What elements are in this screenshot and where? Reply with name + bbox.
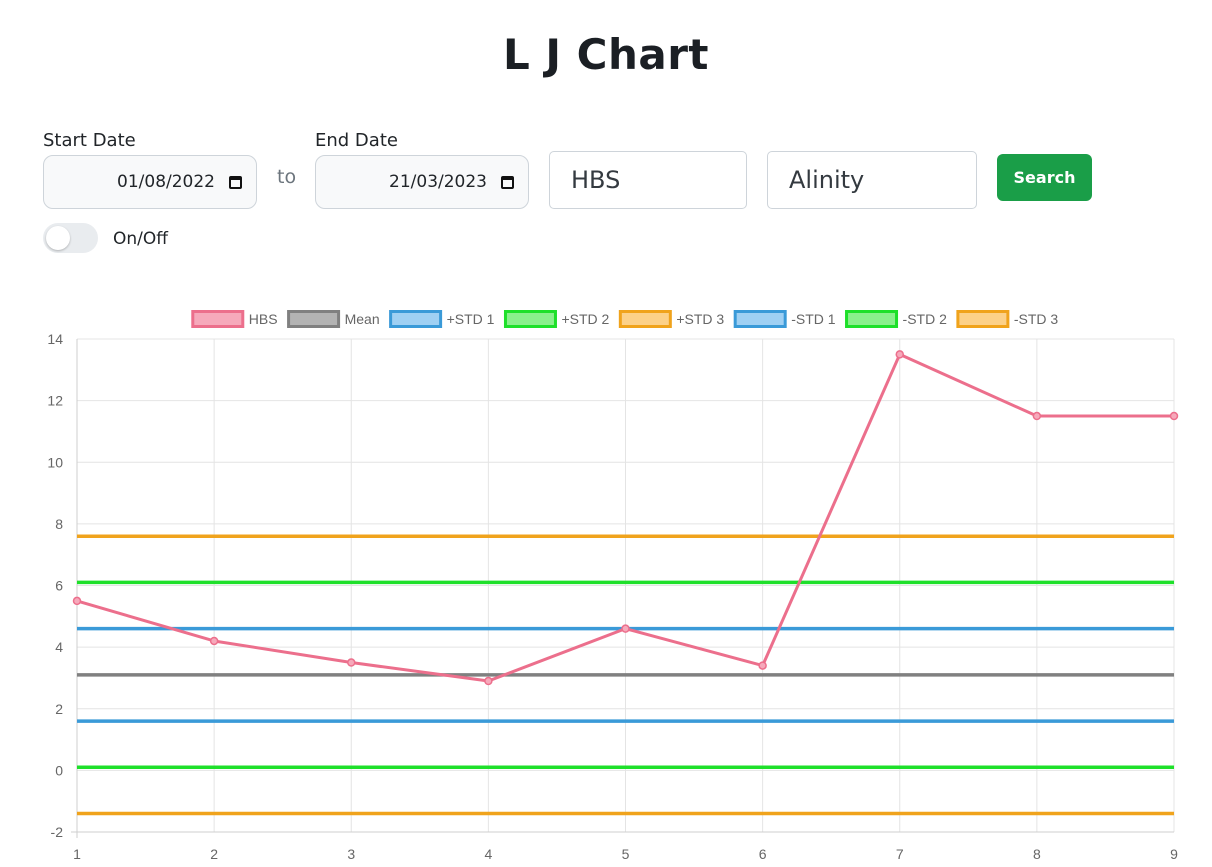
legend-swatch (287, 310, 341, 328)
legend-item[interactable]: HBS (191, 310, 278, 328)
search-button[interactable]: Search (997, 154, 1092, 201)
legend-swatch (733, 310, 787, 328)
end-date-value: 21/03/2023 (389, 172, 487, 192)
data-point (72, 596, 82, 606)
data-point (347, 658, 356, 667)
y-tick-label: 4 (55, 639, 63, 655)
y-tick-label: -2 (51, 824, 64, 840)
y-tick-label: 8 (55, 516, 63, 532)
page-title: L J Chart (503, 30, 709, 79)
legend-label: -STD 1 (791, 311, 836, 327)
x-tick-label: 3 (347, 846, 355, 862)
legend-item[interactable]: -STD 1 (733, 310, 836, 328)
legend-swatch (618, 310, 672, 328)
y-tick-label: 2 (55, 701, 63, 717)
start-date-value: 01/08/2022 (117, 172, 215, 192)
analyzer-input[interactable]: Alinity (767, 151, 977, 209)
end-date-input[interactable]: 21/03/2023 (315, 155, 529, 209)
y-tick-label: 0 (55, 762, 63, 778)
data-point (484, 676, 493, 686)
legend-label: -STD 3 (1014, 311, 1059, 327)
analyzer-value: Alinity (789, 166, 865, 194)
legend-item[interactable]: +STD 1 (389, 310, 495, 328)
legend-swatch (956, 310, 1010, 328)
x-tick-label: 4 (484, 846, 492, 862)
legend-label: HBS (249, 311, 278, 327)
legend-swatch (389, 310, 443, 328)
legend-item[interactable]: +STD 3 (618, 310, 724, 328)
data-point (1169, 411, 1179, 421)
legend-item[interactable]: -STD 2 (845, 310, 948, 328)
legend-label: Mean (345, 311, 380, 327)
x-tick-label: 1 (73, 846, 81, 862)
legend-item[interactable]: +STD 2 (503, 310, 610, 328)
y-tick-label: 6 (55, 578, 63, 594)
legend-item[interactable]: -STD 3 (956, 310, 1059, 328)
legend-label: +STD 1 (447, 311, 495, 327)
toggle-knob[interactable] (46, 226, 70, 250)
legend-item[interactable]: Mean (287, 310, 380, 328)
start-date-label: Start Date (43, 130, 136, 151)
x-tick-label: 2 (210, 846, 218, 862)
data-point (758, 661, 767, 670)
y-tick-label: 12 (47, 393, 63, 409)
legend-label: +STD 2 (561, 311, 609, 327)
data-point (209, 636, 219, 646)
legend-label: -STD 2 (903, 311, 948, 327)
date-range-separator: to (277, 166, 297, 188)
legend-label: +STD 3 (676, 311, 724, 327)
test-name-input[interactable]: HBS (549, 151, 747, 209)
x-tick-label: 6 (759, 846, 767, 862)
x-tick-label: 7 (896, 846, 904, 862)
y-tick-label: 10 (47, 454, 63, 470)
x-tick-label: 5 (622, 846, 630, 862)
y-tick-label: 14 (47, 331, 63, 347)
start-date-input[interactable]: 01/08/2022 (43, 155, 257, 209)
toggle-label: On/Off (113, 229, 168, 249)
x-tick-label: 8 (1033, 846, 1041, 862)
calendar-icon[interactable] (229, 175, 242, 189)
data-point (621, 624, 630, 633)
data-point (895, 350, 904, 359)
test-name-value: HBS (571, 166, 621, 194)
legend-swatch (503, 310, 557, 328)
legend-swatch (191, 310, 245, 328)
data-point (1032, 411, 1042, 421)
on-off-toggle[interactable] (43, 223, 98, 253)
calendar-icon[interactable] (501, 175, 514, 189)
end-date-label: End Date (315, 130, 398, 151)
legend-swatch (845, 310, 899, 328)
x-tick-label: 9 (1170, 846, 1178, 862)
